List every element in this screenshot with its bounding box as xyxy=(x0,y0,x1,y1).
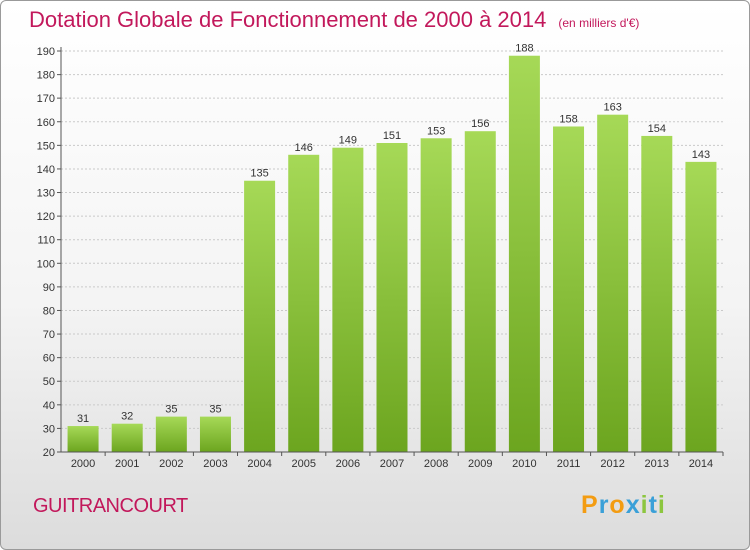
data-label: 154 xyxy=(648,123,666,135)
bar xyxy=(332,147,364,452)
data-label: 35 xyxy=(165,404,177,416)
bar xyxy=(67,426,99,452)
y-tick-label: 100 xyxy=(37,258,55,270)
data-label: 188 xyxy=(515,43,533,55)
logo-letter: t xyxy=(648,491,658,519)
x-tick-label: 2000 xyxy=(71,458,95,470)
x-tick-label: 2002 xyxy=(159,458,183,470)
x-tick-label: 2003 xyxy=(203,458,227,470)
data-label: 163 xyxy=(603,102,621,114)
y-tick-label: 60 xyxy=(43,353,55,365)
bar xyxy=(597,114,629,452)
data-label: 149 xyxy=(339,135,357,147)
y-tick-label: 170 xyxy=(37,93,55,105)
axes: 20 30 40 50 60 70 80 90 100 110 120 130 140 150 160 170… xyxy=(37,46,724,470)
data-label: 156 xyxy=(471,118,489,130)
x-tick-label: 2006 xyxy=(336,458,360,470)
data-label: 35 xyxy=(209,404,221,416)
x-tick-label: 2010 xyxy=(512,458,536,470)
x-tick-label: 2007 xyxy=(380,458,404,470)
y-tick-label: 110 xyxy=(37,235,55,247)
x-tick-label: 2013 xyxy=(645,458,669,470)
y-tick-label: 90 xyxy=(43,282,55,294)
bar xyxy=(420,138,452,452)
logo-letter: o xyxy=(609,491,626,519)
y-tick-label: 160 xyxy=(37,117,55,129)
chart-title-block: Dotation Globale de Fonctionnement de 20… xyxy=(29,7,639,33)
data-label: 135 xyxy=(250,168,268,180)
bar-series xyxy=(67,55,717,453)
x-tick-label: 2012 xyxy=(600,458,624,470)
x-tick-label: 2004 xyxy=(247,458,271,470)
x-tick-label: 2011 xyxy=(557,458,581,470)
data-label: 143 xyxy=(692,149,710,161)
data-label: 151 xyxy=(383,130,401,142)
data-label: 31 xyxy=(77,413,89,425)
x-tick-label: 2008 xyxy=(424,458,448,470)
data-label: 158 xyxy=(559,113,577,125)
y-tick-label: 180 xyxy=(37,70,55,82)
data-labels: 31 32 35 35 135 146 149 151 153 156 188 158 163 154 14… xyxy=(77,43,710,425)
y-tick-label: 50 xyxy=(43,376,55,388)
y-tick-label: 120 xyxy=(37,211,55,223)
y-tick-label: 140 xyxy=(37,164,55,176)
y-tick-label: 40 xyxy=(43,400,55,412)
y-tick-label: 80 xyxy=(43,305,55,317)
bar xyxy=(111,423,143,452)
y-tick-label: 20 xyxy=(43,447,55,459)
x-tick-label: 2014 xyxy=(689,458,713,470)
proxiti-logo: Proxiti xyxy=(581,491,666,520)
bar xyxy=(155,416,187,452)
x-tick-label: 2009 xyxy=(468,458,492,470)
logo-letter: i xyxy=(640,491,649,519)
logo-letter: P xyxy=(581,491,599,519)
y-tick-label: 150 xyxy=(37,140,55,152)
chart-title: Dotation Globale de Fonctionnement de 20… xyxy=(29,7,547,32)
data-label: 32 xyxy=(121,411,133,423)
bar xyxy=(685,161,717,453)
y-tick-label: 130 xyxy=(37,188,55,200)
bar xyxy=(508,55,540,452)
bar xyxy=(244,180,276,452)
bar xyxy=(641,135,673,452)
x-tick-label: 2005 xyxy=(291,458,315,470)
bar xyxy=(553,126,585,452)
commune-name: GUITRANCOURT xyxy=(33,495,188,517)
bar xyxy=(288,154,320,452)
y-tick-label: 70 xyxy=(43,329,55,341)
bar xyxy=(376,142,408,452)
y-tick-label: 30 xyxy=(43,423,55,435)
bar xyxy=(464,131,496,452)
x-tick-label: 2001 xyxy=(115,458,139,470)
chart-unit: (en milliers d'€) xyxy=(558,16,640,30)
data-label: 153 xyxy=(427,125,445,137)
bar xyxy=(199,416,231,452)
logo-letter: r xyxy=(598,491,610,519)
y-tick-label: 190 xyxy=(37,46,55,58)
data-label: 146 xyxy=(295,142,313,154)
logo-letter: i xyxy=(657,491,666,519)
logo-letter: x xyxy=(625,491,641,519)
